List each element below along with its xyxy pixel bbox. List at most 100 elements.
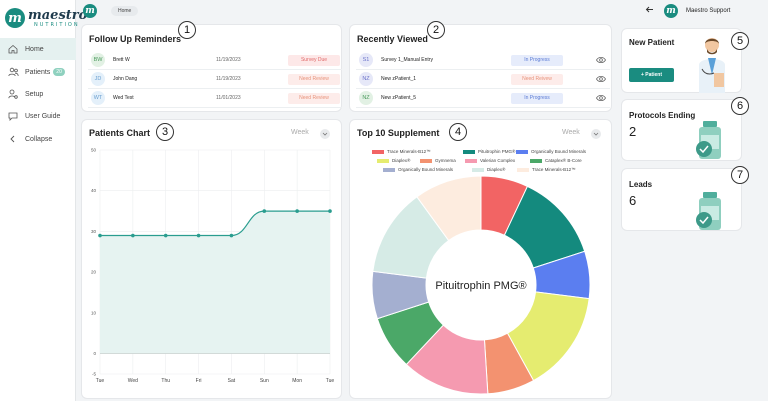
menu-logo-icon[interactable]: m	[83, 4, 97, 18]
topbar: m Home m Maestro Support	[76, 0, 768, 22]
supplements-donut-chart: Pituitrophin PMG®	[371, 175, 591, 395]
donut-slice[interactable]	[416, 175, 482, 242]
sidebar-item-label: User Guide	[25, 112, 61, 120]
y-tick-label: 50	[91, 148, 97, 153]
y-tick-label: 30	[91, 229, 97, 234]
eye-icon[interactable]	[596, 94, 606, 102]
legend-swatch	[463, 149, 475, 154]
legend-item[interactable]: Organically Bound Minerals	[516, 149, 586, 154]
data-point[interactable]	[295, 209, 299, 213]
card-title: Top 10 Supplement	[357, 128, 440, 138]
callout-badge: 7	[731, 166, 749, 184]
legend-label: Organically Bound Minerals	[531, 149, 587, 154]
chat-icon	[7, 110, 19, 122]
user-name[interactable]: Maestro Support	[686, 8, 731, 14]
legend-item[interactable]: Diaplex®	[472, 167, 505, 172]
logo-sub: NUTRITION	[34, 21, 80, 28]
table-row[interactable]: WT Wed Test 11/01/2023 Need Review	[88, 89, 342, 108]
sidebar-item-user-guide[interactable]: User Guide	[0, 105, 76, 127]
avatar: S1	[359, 53, 373, 67]
status-badge: Survey Due	[288, 54, 340, 66]
logo[interactable]: m maestro NUTRITION	[5, 8, 87, 28]
chevron-down-icon[interactable]	[320, 129, 330, 139]
legend-label: Cataplex® B-Core	[545, 158, 582, 163]
doctor-illustration-icon	[699, 38, 725, 93]
legend-swatch	[472, 167, 484, 172]
row-name: John Dang	[113, 76, 138, 82]
callout-badge: 4	[449, 123, 467, 141]
sidebar-item-home[interactable]: Home	[0, 38, 76, 60]
sidebar-item-collapse[interactable]: Collapse	[0, 128, 76, 150]
legend-item[interactable]: Trace Minerals-B12™	[517, 167, 576, 172]
list-item[interactable]: S1 Survey 1_Manual Entry In Progress	[356, 51, 610, 70]
add-patient-button[interactable]: + Patient	[629, 68, 674, 82]
breadcrumb[interactable]: Home	[111, 6, 139, 16]
eye-icon[interactable]	[596, 75, 606, 83]
row-date: 11/19/2023	[216, 57, 241, 63]
leads-card: Leads 6 7	[621, 166, 749, 231]
chevron-down-icon[interactable]	[591, 129, 601, 139]
period-select[interactable]: Week	[562, 129, 580, 136]
legend-swatch	[383, 167, 395, 172]
table-row[interactable]: JD John Dang 11/19/2023 Need Review	[88, 70, 342, 89]
eye-icon[interactable]	[596, 56, 606, 64]
callout-badge: 6	[731, 97, 749, 115]
row-name: Survey 1_Manual Entry	[381, 57, 433, 63]
avatar: NZ	[359, 72, 373, 86]
y-tick-label: 40	[91, 188, 97, 193]
avatar[interactable]: m	[664, 4, 678, 18]
donut-center-label: Pituitrophin PMG®	[435, 280, 526, 292]
setup-icon	[7, 88, 19, 100]
protocols-card: Protocols Ending 2 6	[621, 97, 749, 161]
data-point[interactable]	[98, 233, 102, 238]
x-tick-label: Mon	[292, 378, 302, 384]
avatar: WT	[91, 91, 105, 105]
legend-item[interactable]: Organically Bound Minerals	[383, 167, 453, 172]
status-badge: Need Reivew	[511, 73, 563, 85]
legend-label: Diaplex®	[487, 167, 506, 172]
x-tick-label: Fri	[196, 378, 202, 384]
arrow-left-icon[interactable]	[645, 5, 654, 16]
table-row[interactable]: BW Brett W 11/19/2023 Survey Due	[88, 51, 342, 70]
protocols-count: 2	[629, 124, 637, 139]
avatar: NZ	[359, 91, 373, 105]
sidebar-item-patients[interactable]: Patients 20	[0, 61, 76, 83]
supplement-bottle-icon	[696, 192, 721, 230]
data-point[interactable]	[163, 233, 168, 238]
legend-label: Diaplex®	[392, 158, 411, 163]
card-title: Recently Viewed	[357, 34, 428, 44]
list-item[interactable]: NZ New zPatient_1 Need Reivew	[356, 70, 610, 89]
legend-item[interactable]: Valerian Complex	[465, 158, 515, 163]
y-tick-label: -5	[92, 372, 96, 377]
callout-badge: 1	[178, 21, 196, 39]
legend-item[interactable]: Diaplex®	[377, 158, 410, 163]
x-tick-label: Tue	[326, 378, 335, 384]
data-point[interactable]	[229, 233, 234, 238]
legend-swatch	[465, 158, 477, 163]
chevron-left-icon	[7, 133, 19, 145]
logo-icon: m	[5, 8, 25, 28]
sidebar-item-label: Setup	[25, 90, 44, 98]
period-select[interactable]: Week	[291, 129, 309, 136]
legend-label: Gymnema	[435, 158, 456, 163]
legend-label: Trace Minerals-B12™	[532, 167, 576, 172]
list-item[interactable]: NZ New zPatient_5 In Progress	[356, 89, 610, 108]
data-point[interactable]	[131, 233, 135, 238]
legend-item[interactable]: Gymnema	[420, 158, 456, 163]
y-tick-label: 20	[91, 270, 97, 275]
sidebar-item-setup[interactable]: Setup	[0, 83, 76, 105]
status-badge: Need Review	[288, 92, 340, 104]
patients-icon	[7, 66, 19, 78]
legend-swatch	[377, 158, 389, 163]
callout-badge: 5	[731, 32, 749, 50]
legend-item[interactable]: Trace Minerals-B12™	[372, 149, 431, 154]
y-tick-label: 10	[91, 310, 97, 315]
data-point[interactable]	[328, 209, 332, 213]
follow-up-card: Follow Up Reminders BW Brett W 11/19/202…	[81, 21, 342, 112]
home-icon	[7, 43, 19, 55]
legend-item[interactable]: Pituitrophin PMG®	[463, 149, 515, 154]
data-point[interactable]	[262, 209, 267, 213]
legend-item[interactable]: Cataplex® B-Core	[530, 158, 582, 163]
supplement-bottle-icon	[696, 121, 721, 159]
data-point[interactable]	[196, 233, 201, 238]
